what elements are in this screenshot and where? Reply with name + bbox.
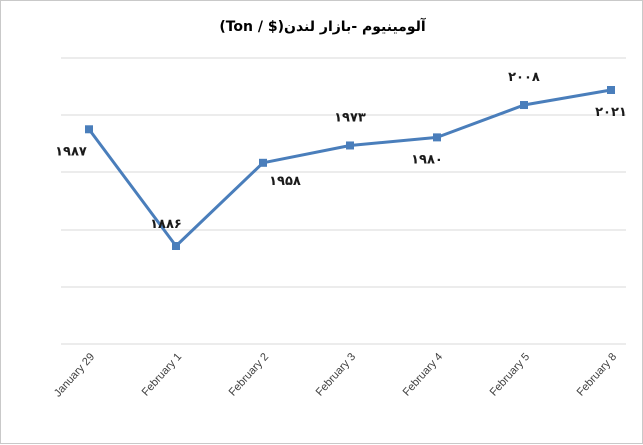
data-point-1 (172, 242, 180, 250)
data-label-4: ۱۹۸۰ (411, 152, 443, 167)
x-tick-label-5: February 5 (488, 351, 533, 399)
data-label-2: ۱۹۵۸ (269, 174, 301, 189)
data-point-2 (259, 158, 267, 167)
x-tick-label-3: February 3 (314, 351, 359, 399)
x-tick-label-4: February 4 (401, 351, 446, 399)
data-point-4 (433, 133, 441, 142)
x-tick-label-0: January 29 (52, 351, 97, 399)
data-point-6 (607, 86, 615, 94)
data-label-1: ۱۸۸۶ (150, 217, 182, 232)
chart-title: آلومینیوم -بازار لندن($ / Ton) (219, 19, 426, 35)
x-tick-label-2: February 2 (227, 351, 272, 399)
data-label-3: ۱۹۷۳ (334, 110, 366, 125)
data-point-5 (520, 101, 528, 110)
data-point-3 (346, 141, 354, 150)
gridlines (61, 57, 626, 345)
x-tick-label-6: February 8 (575, 351, 620, 399)
data-labels: ۱۹۸۷ ۱۸۸۶ ۱۹۵۸ ۱۹۷۳ ۱۹۸۰ ۲۰۰۸ ۲۰۲۱ (55, 70, 627, 232)
x-axis-tick-labels: January 29 February 1 February 2 February 3… (52, 351, 619, 399)
data-label-0: ۱۹۸۷ (55, 144, 87, 159)
data-point-0 (85, 125, 93, 134)
data-label-5: ۲۰۰۸ (508, 70, 540, 85)
markers (85, 86, 615, 250)
data-label-6: ۲۰۲۱ (595, 105, 627, 120)
x-tick-label-1: February 1 (140, 351, 185, 399)
